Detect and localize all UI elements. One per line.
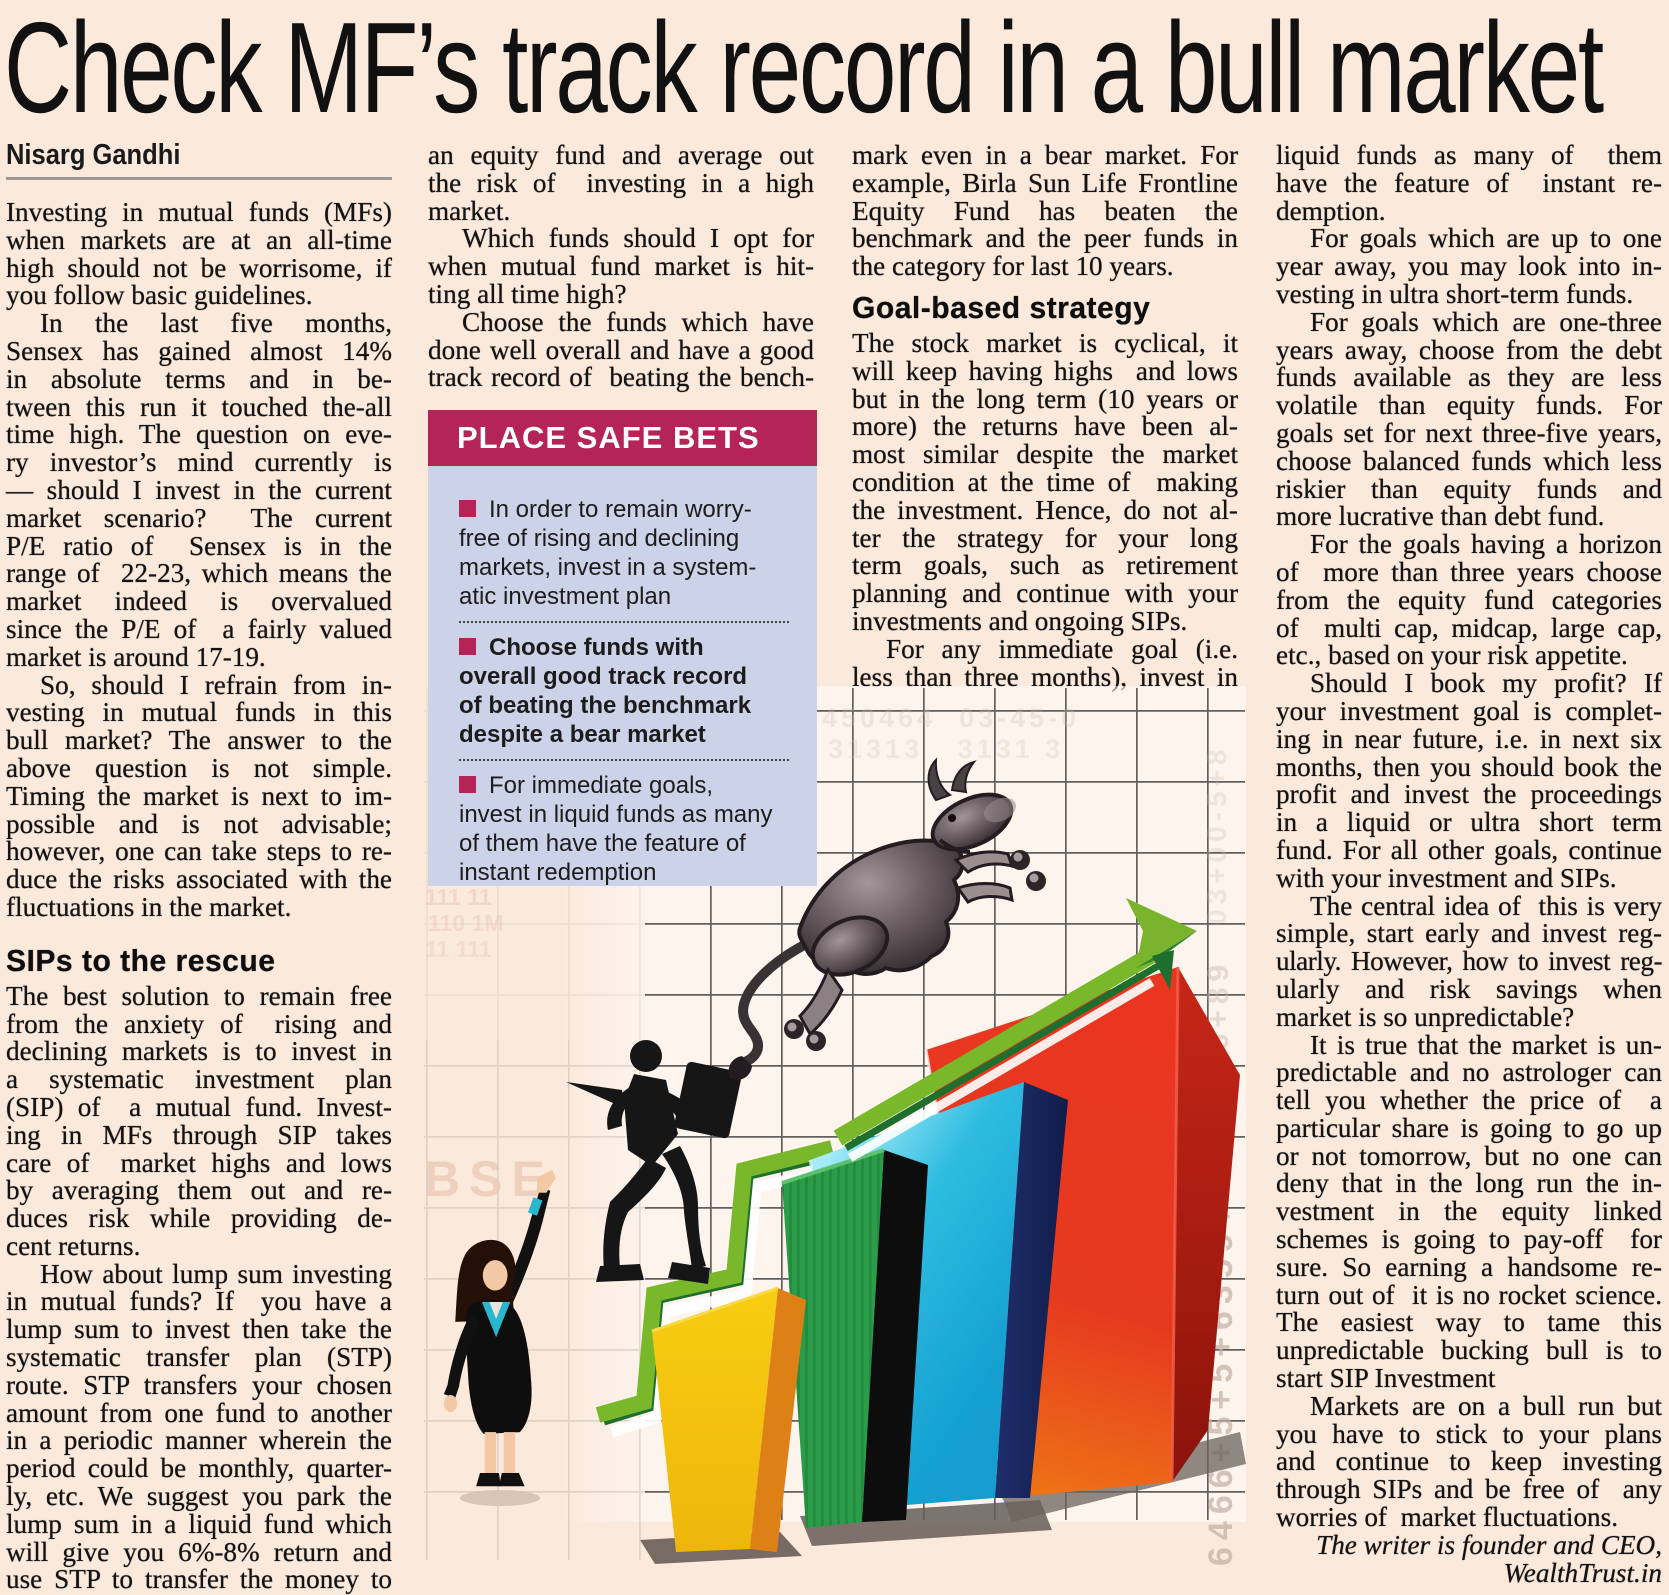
svg-text:11 111: 11 111	[425, 936, 492, 962]
svg-text:450464 03-45-0: 450464 03-45-0	[822, 703, 1080, 733]
svg-text:31313 3131 3: 31313 3131 3	[828, 734, 1064, 764]
svg-text:111 11: 111 11	[425, 884, 492, 910]
svg-text:BSE: BSE	[424, 1151, 554, 1207]
svg-text:110 1M: 110 1M	[428, 910, 503, 936]
svg-text:03+00-5+8: 03+00-5+8	[1201, 745, 1232, 925]
